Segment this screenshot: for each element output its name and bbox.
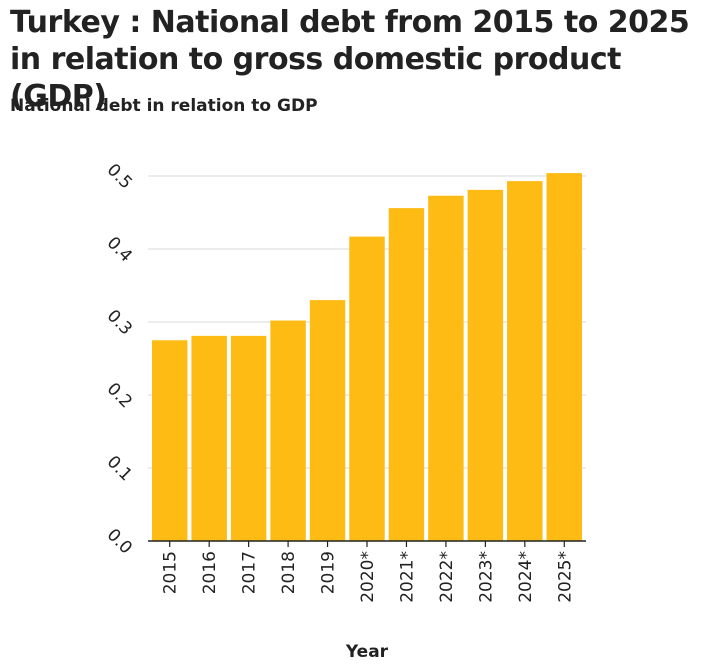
y-tick-label: 0.1 <box>103 452 136 485</box>
x-tick-label: 2020* <box>358 551 378 603</box>
bar-2017 <box>230 335 267 541</box>
chart-title: Turkey : National debt from 2015 to 2025… <box>10 5 690 114</box>
bar-2021-projected <box>388 208 425 541</box>
y-tick-label: 0.0 <box>103 525 136 558</box>
bar-2019 <box>309 300 346 541</box>
bar-2023-projected <box>467 189 504 541</box>
y-tick-label: 0.2 <box>103 379 136 412</box>
x-tick-label: 2018 <box>279 551 299 594</box>
chart-subtitle: National debt in relation to GDP <box>10 96 318 116</box>
x-tick-label: 2016 <box>200 551 220 594</box>
x-tick-label: 2021* <box>397 551 417 603</box>
y-tick-label: 0.5 <box>103 160 136 193</box>
x-tick-label: 2019 <box>319 551 339 594</box>
y-tick-label: 0.3 <box>103 306 136 339</box>
bar-2018 <box>270 320 306 541</box>
x-axis-label: Year <box>345 642 389 662</box>
x-tick-label: 2022* <box>437 551 457 603</box>
x-tick-labels: 2015 2016 2017 2018 2019 2020* 2021* 2022* 2023*… <box>161 541 575 603</box>
bar-2016 <box>191 335 227 541</box>
x-tick-label: 2023* <box>476 551 496 603</box>
x-tick-label: 2025* <box>555 551 575 603</box>
bar-2025-projected <box>546 173 582 541</box>
y-tick-label: 0.4 <box>103 233 136 266</box>
y-tick-labels: 0.0 0.1 0.2 0.3 0.4 0.5 <box>103 160 136 558</box>
x-tick-label: 2015 <box>161 551 181 594</box>
bar-2022-projected <box>428 195 464 541</box>
x-tick-label: 2017 <box>240 551 260 594</box>
bars <box>152 173 582 542</box>
x-tick-label: 2024* <box>516 551 536 603</box>
bar-2015 <box>152 340 188 541</box>
bar-2024-projected <box>507 181 543 542</box>
bar-2020-projected <box>349 236 385 541</box>
